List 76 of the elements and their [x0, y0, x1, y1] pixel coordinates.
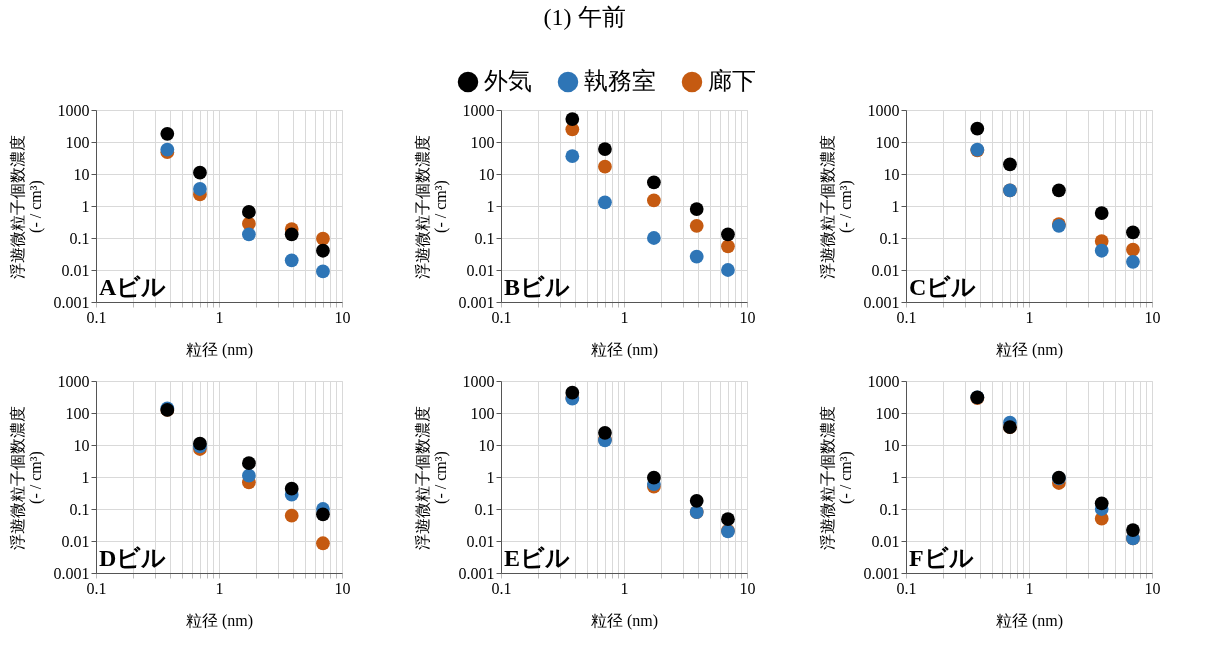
- x-tick-label: 1: [620, 308, 629, 326]
- annotation: Dビル: [99, 545, 167, 571]
- y-tick-label: 1000: [867, 372, 900, 390]
- x-tick-label: 1: [1025, 579, 1034, 597]
- y-tick-label: 100: [65, 404, 90, 422]
- y-tick-label: 0.001: [53, 293, 90, 311]
- y-tick-label: 1000: [57, 101, 90, 119]
- y-tick-label: 1: [81, 197, 90, 215]
- y-axis-title: 浮遊微粒子個数濃度 (- / cm³): [818, 134, 855, 279]
- y-tick-label: 0.1: [69, 229, 90, 247]
- x-axis-title: 粒径 (nm): [995, 340, 1064, 359]
- y-tick-label: 1: [891, 468, 900, 486]
- y-tick-label: 1000: [462, 372, 495, 390]
- y-tick-label: 0.001: [53, 564, 90, 582]
- y-tick-label: 1: [486, 197, 495, 215]
- annotation: Cビル: [909, 274, 977, 300]
- annotation: Aビル: [99, 274, 167, 300]
- y-tick-label: 0.01: [871, 261, 900, 279]
- y-tick-label: 0.01: [61, 261, 90, 279]
- y-tick-label: 0.001: [863, 564, 900, 582]
- y-tick-label: 0.1: [474, 500, 495, 518]
- x-axis-title: 粒径 (nm): [185, 340, 254, 359]
- x-tick-label: 10: [1144, 579, 1161, 597]
- annotation: Eビル: [504, 545, 571, 571]
- y-axis-title: 浮遊微粒子個数濃度 (- / cm³): [8, 405, 45, 550]
- x-axis-title: 粒径 (nm): [185, 611, 254, 630]
- y-axis-title: 浮遊微粒子個数濃度 (- / cm³): [413, 405, 450, 550]
- y-axis-title: 浮遊微粒子個数濃度 (- / cm³): [8, 134, 45, 279]
- y-tick-label: 10: [478, 436, 495, 454]
- x-tick-label: 1: [620, 579, 629, 597]
- x-axis-title: 粒径 (nm): [590, 611, 659, 630]
- x-axis-title: 粒径 (nm): [995, 611, 1064, 630]
- y-tick-label: 1000: [867, 101, 900, 119]
- y-axis-title: 浮遊微粒子個数濃度 (- / cm³): [413, 134, 450, 279]
- y-tick-label: 100: [470, 133, 495, 151]
- y-tick-label: 100: [65, 133, 90, 151]
- x-tick-label: 10: [739, 579, 756, 597]
- y-tick-label: 0.001: [458, 293, 495, 311]
- y-tick-label: 100: [875, 404, 900, 422]
- chart-title: (1) 午前: [543, 4, 626, 30]
- y-tick-label: 0.1: [879, 229, 900, 247]
- y-tick-label: 10: [73, 436, 90, 454]
- x-tick-label: 10: [739, 308, 756, 326]
- x-tick-label: 1: [215, 579, 224, 597]
- x-tick-label: 1: [215, 308, 224, 326]
- x-tick-label: 10: [1144, 308, 1161, 326]
- y-tick-label: 0.01: [61, 532, 90, 550]
- annotation: Fビル: [909, 545, 974, 571]
- y-tick-label: 1000: [57, 372, 90, 390]
- y-tick-label: 1: [486, 468, 495, 486]
- y-tick-label: 0.1: [69, 500, 90, 518]
- annotation: Bビル: [504, 274, 571, 300]
- y-axis-title: 浮遊微粒子個数濃度 (- / cm³): [818, 405, 855, 550]
- legend-label: 廊下: [708, 68, 756, 94]
- legend-label: 外気: [484, 68, 532, 94]
- y-tick-label: 10: [73, 165, 90, 183]
- y-tick-label: 1: [891, 197, 900, 215]
- x-tick-label: 10: [334, 308, 351, 326]
- y-tick-label: 1: [81, 468, 90, 486]
- y-tick-label: 0.1: [879, 500, 900, 518]
- y-tick-label: 10: [883, 436, 900, 454]
- y-tick-label: 10: [478, 165, 495, 183]
- y-tick-label: 1000: [462, 101, 495, 119]
- y-tick-label: 100: [470, 404, 495, 422]
- y-tick-label: 100: [875, 133, 900, 151]
- x-tick-label: 1: [1025, 308, 1034, 326]
- y-tick-label: 0.001: [863, 293, 900, 311]
- x-axis-title: 粒径 (nm): [590, 340, 659, 359]
- y-tick-label: 0.01: [871, 532, 900, 550]
- y-tick-label: 0.001: [458, 564, 495, 582]
- y-tick-label: 10: [883, 165, 900, 183]
- y-tick-label: 0.01: [466, 261, 495, 279]
- x-tick-label: 10: [334, 579, 351, 597]
- y-tick-label: 0.1: [474, 229, 495, 247]
- legend-label: 執務室: [584, 68, 656, 94]
- y-tick-label: 0.01: [466, 532, 495, 550]
